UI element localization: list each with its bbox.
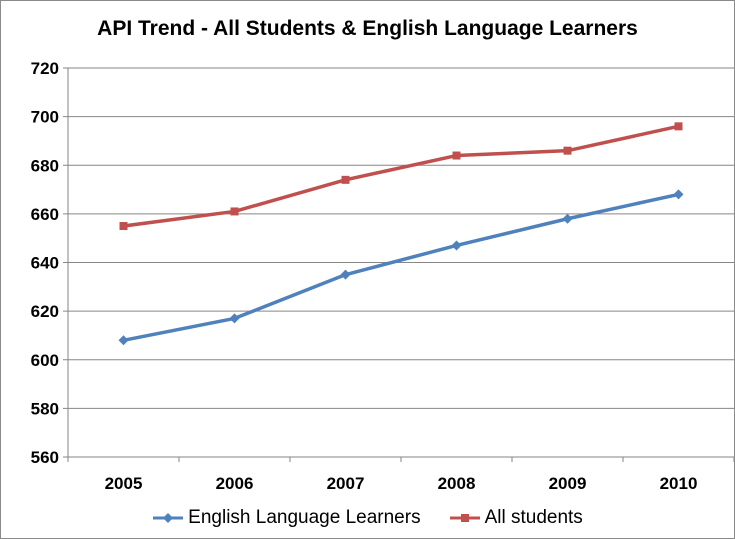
point-english-language-learners-2010 — [673, 189, 684, 200]
point-english-language-learners-2007 — [340, 269, 351, 280]
y-tick-label-660: 660 — [31, 205, 59, 224]
x-tick-label-2008: 2008 — [438, 474, 476, 493]
legend-item-ell: English Language Learners — [152, 507, 421, 529]
point-all-students-2007 — [341, 175, 350, 184]
legend-swatch-ell — [153, 513, 184, 523]
chart-title: API Trend - All Students & English Langu… — [97, 17, 638, 40]
legend-label-all: All students — [484, 507, 583, 528]
y-tick-label-700: 700 — [31, 108, 59, 127]
series-line-english-language-learners — [123, 192, 679, 343]
series-line-all-students — [123, 124, 679, 228]
point-english-language-learners-2009 — [562, 213, 573, 224]
point-english-language-learners-2006 — [229, 313, 240, 324]
x-tick-label-2007: 2007 — [327, 474, 365, 493]
x-tick-label-2010: 2010 — [660, 474, 698, 493]
legend: English Language Learners All students — [1, 507, 734, 529]
y-tick-label-580: 580 — [31, 399, 59, 418]
y-tick-label-640: 640 — [31, 254, 59, 273]
y-tick-label-600: 600 — [31, 351, 59, 370]
point-all-students-2008 — [452, 151, 461, 160]
y-tick-label-720: 720 — [31, 59, 59, 78]
y-tick-label-560: 560 — [31, 448, 59, 467]
point-all-students-2010 — [674, 122, 683, 131]
legend-swatch-all — [449, 514, 480, 522]
y-tick-label-680: 680 — [31, 156, 59, 175]
point-english-language-learners-2008 — [451, 240, 462, 251]
legend-label-ell: English Language Learners — [188, 507, 421, 528]
y-tick-label-620: 620 — [31, 302, 59, 321]
point-all-students-2006 — [230, 207, 239, 216]
x-tick-label-2005: 2005 — [105, 474, 143, 493]
x-tick-label-2006: 2006 — [216, 474, 254, 493]
legend-item-all: All students — [449, 507, 583, 529]
point-all-students-2005 — [119, 222, 128, 231]
point-all-students-2009 — [563, 146, 572, 155]
x-tick-label-2009: 2009 — [549, 474, 587, 493]
point-english-language-learners-2005 — [118, 335, 129, 346]
